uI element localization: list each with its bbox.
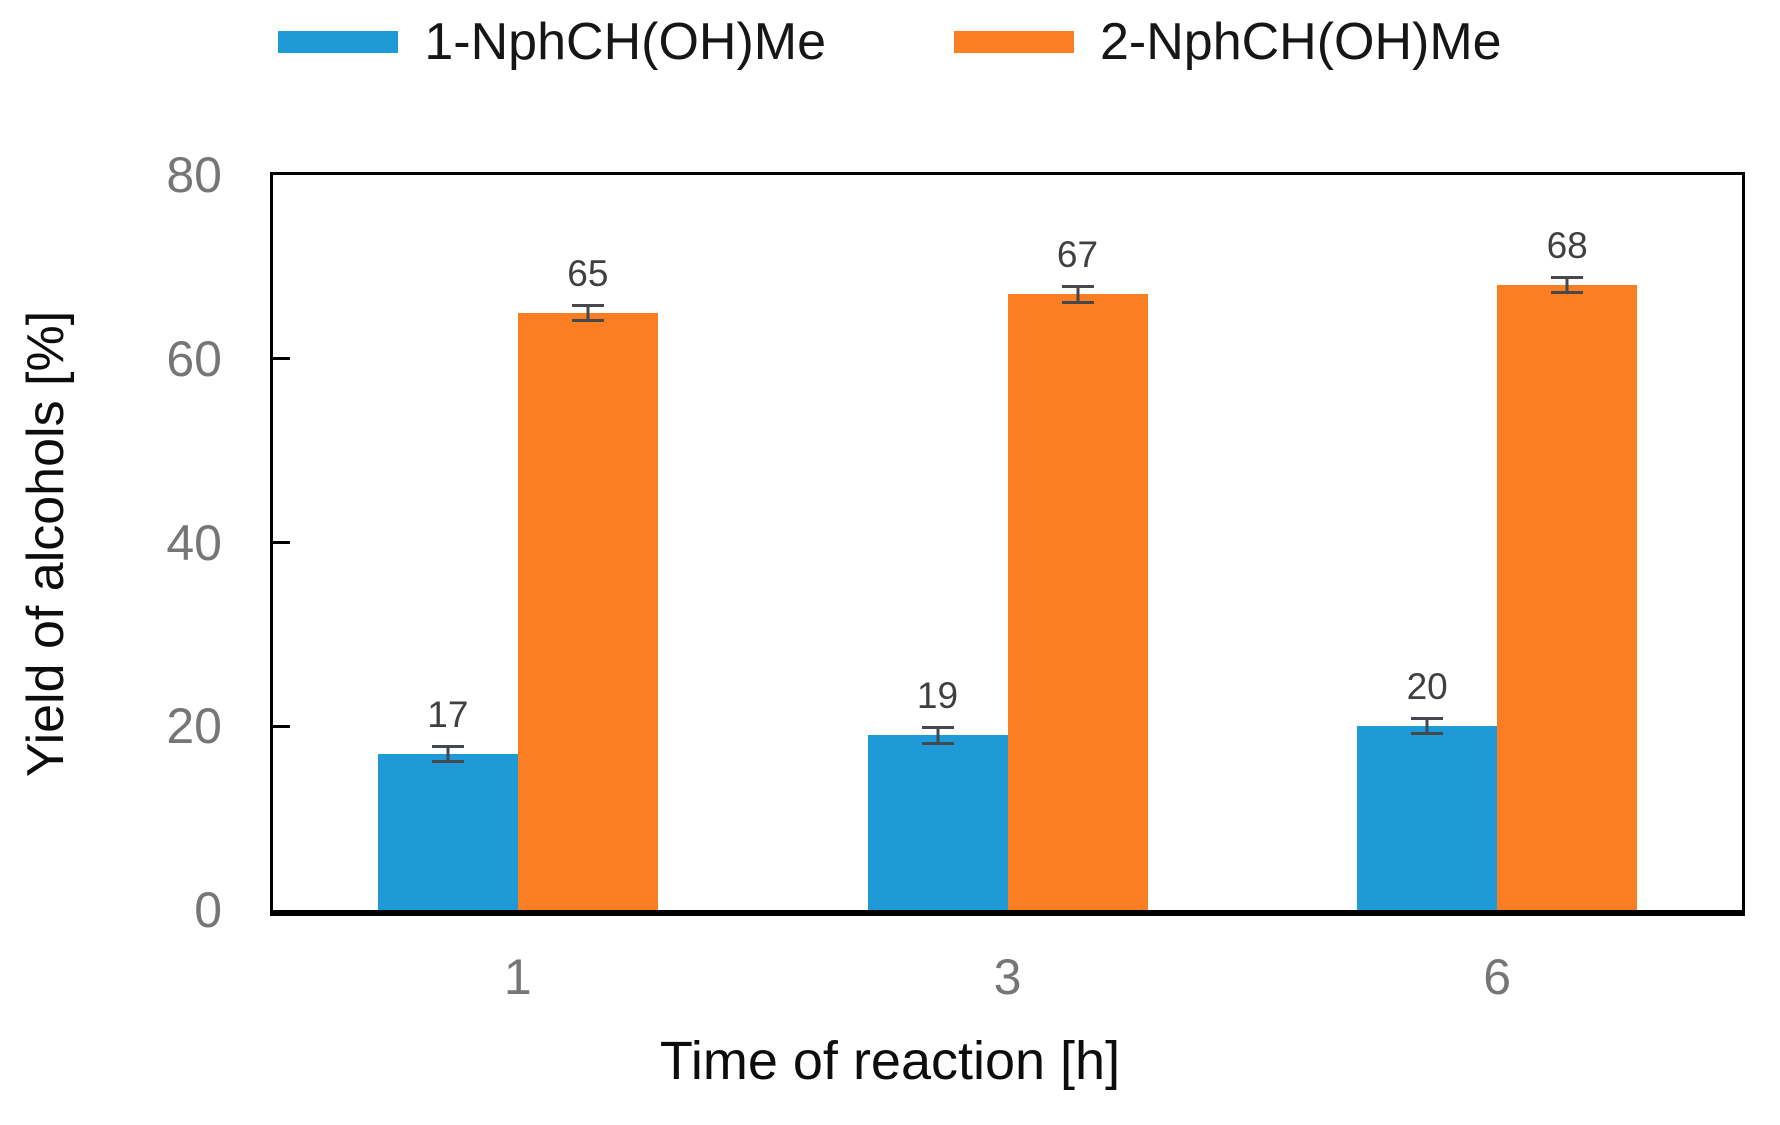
x-category-label: 1 [503,949,532,1005]
legend-item: 2-NphCH(OH)Me [954,16,1502,68]
error-bar-cap [431,744,464,748]
y-tick-label: 0 [194,882,222,938]
error-bar-cap [1411,732,1444,736]
error-bar-cap [1411,717,1444,721]
error-bar-line [1425,717,1429,736]
data-label: 68 [1546,225,1588,267]
error-bar [431,744,464,763]
error-bar [1551,276,1584,295]
data-label: 20 [1406,666,1448,708]
plot-area: 17 65 19 67 20 68 [270,172,1745,916]
error-bar [1061,285,1094,304]
error-bar-cap [921,726,954,730]
error-bar [571,303,604,322]
y-tick-label: 40 [166,514,222,571]
legend-swatch-icon [954,31,1074,53]
legend-swatch-icon [278,31,399,53]
error-bar-cap [571,319,604,322]
bar-series1-cat3 [1357,726,1498,910]
data-label: 17 [427,693,469,735]
chart-legend: 1-NphCH(OH)Me 2-NphCH(OH)Me [0,16,1780,68]
error-bar-cap [571,303,604,307]
y-tick-mark [273,724,290,728]
y-tick-label: 60 [166,330,222,387]
data-label: 19 [916,675,959,717]
data-label: 65 [567,252,609,294]
error-bar-line [1076,285,1079,304]
error-bar-line [1565,276,1569,295]
data-label: 67 [1056,234,1099,276]
x-category-label: 3 [993,949,1022,1005]
y-tick-label: 20 [166,698,222,755]
error-bar-cap [1551,276,1584,280]
error-bar [921,726,954,745]
error-bar-line [446,744,450,763]
y-tick-mark [273,357,290,361]
error-bar [1411,717,1444,736]
bar-series2-cat2 [1007,294,1148,910]
error-bar-line [586,303,590,322]
legend-label: 1-NphCH(OH)Me [424,13,826,71]
error-bar-cap [921,741,954,745]
legend-label: 2-NphCH(OH)Me [1100,13,1502,71]
y-axis-title: Yield of alcohols [%] [17,310,75,778]
error-bar-cap [1061,300,1094,304]
y-tick-label: 80 [166,147,222,203]
bar-series2-cat1 [517,312,658,910]
error-bar-cap [431,760,464,763]
error-bar-line [936,726,939,745]
error-bar-cap [1551,291,1584,295]
y-tick-mark [273,541,290,544]
legend-item: 1-NphCH(OH)Me [278,16,826,68]
bar-series1-cat1 [377,753,518,910]
x-category-label: 6 [1483,949,1512,1005]
error-bar-cap [1061,285,1094,289]
plot-field: 17 65 19 67 20 68 [273,175,1742,910]
bar-series1-cat2 [867,735,1008,910]
bar-series2-cat3 [1497,285,1638,910]
x-axis-title: Time of reaction [h] [659,1031,1121,1091]
